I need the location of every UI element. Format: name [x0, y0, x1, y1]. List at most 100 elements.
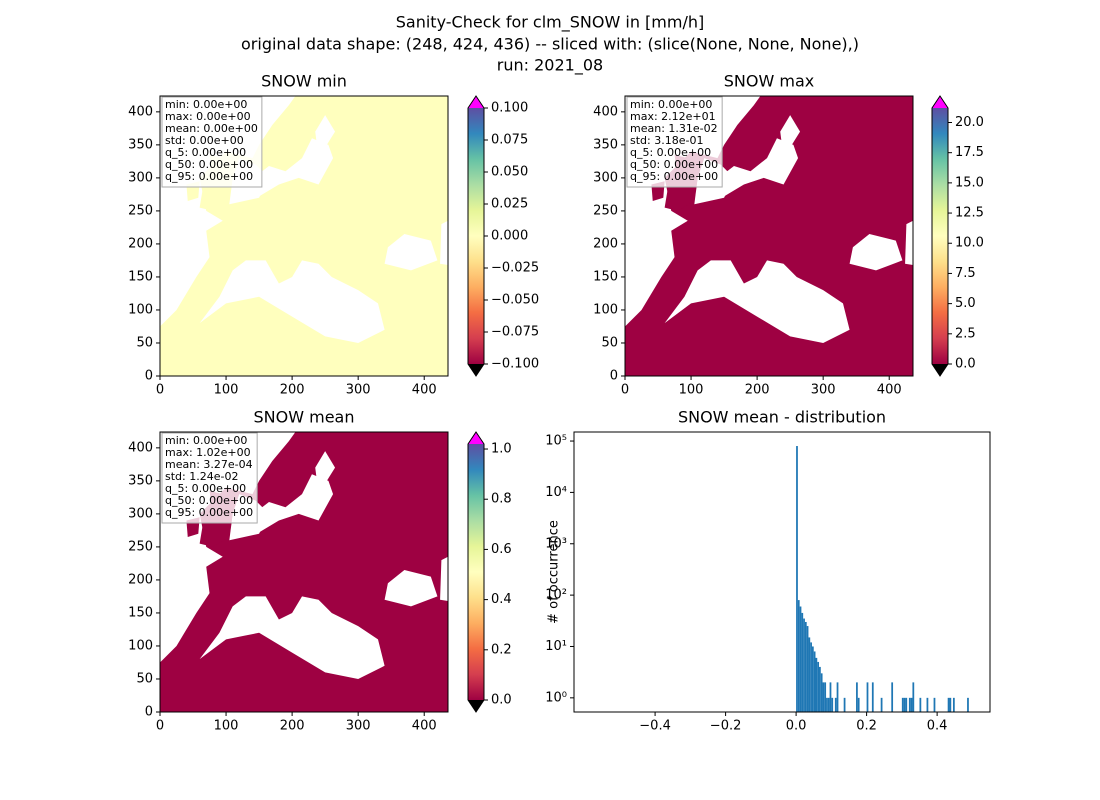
hist-bar [843, 697, 846, 712]
hist-bar [905, 697, 908, 712]
stats-line: q_95: 0.00e+00 [165, 506, 253, 519]
y-tick-label: 50 [136, 671, 153, 686]
colorbar-tick-label: 20.0 [955, 115, 984, 130]
x-tick-label: 0.2 [856, 719, 877, 734]
hist-bar [819, 666, 821, 712]
colorbar-tick-label: 0.075 [491, 133, 528, 148]
sea [257, 474, 334, 533]
y-tick-label: 0 [610, 369, 618, 384]
y-tick-label: 100 [593, 302, 618, 317]
y-tick-label: 200 [128, 572, 153, 587]
stats-line: std: 1.24e-02 [165, 470, 238, 483]
colorbar-tick-label: −0.100 [491, 357, 539, 372]
y-tick-label: 200 [593, 236, 618, 251]
y-tick-label: 10¹ [545, 639, 567, 654]
hist-bar [933, 697, 936, 712]
x-tick-label: 0.4 [927, 719, 948, 734]
hist-bar [857, 697, 860, 712]
sea [315, 451, 336, 495]
y-tick-label: 300 [128, 170, 153, 185]
sea [257, 138, 334, 197]
x-tick-label: 200 [745, 383, 770, 398]
y-tick-label: 10⁴ [545, 485, 567, 500]
x-tick-label: −0.4 [639, 719, 671, 734]
y-tick-label: 250 [593, 203, 618, 218]
x-tick-label: 0 [156, 719, 164, 734]
stats-box [161, 432, 258, 524]
x-tick-label: 0 [621, 383, 629, 398]
stats-line: max: 2.12e+01 [630, 110, 716, 123]
y-tick-label: 50 [136, 335, 153, 350]
y-tick-label: 350 [128, 137, 153, 152]
stats-line: q_5: 0.00e+00 [165, 146, 246, 159]
colorbar-tick-label: 1.0 [491, 442, 512, 457]
x-tick-label: 100 [214, 383, 239, 398]
y-tick-label: 150 [593, 269, 618, 284]
hist-bar [891, 682, 894, 712]
y-tick-label: 350 [593, 137, 618, 152]
stats-line: q_50: 0.00e+00 [165, 494, 253, 507]
hist-bar [910, 697, 913, 712]
colorbar-tick-label: 2.5 [955, 326, 976, 341]
hist-bar [912, 682, 915, 712]
colorbar-under [932, 364, 948, 376]
hist-bar [903, 697, 906, 712]
hist-bar [801, 612, 804, 712]
y-tick-label: 250 [128, 539, 153, 554]
stats-line: mean: 1.31e-02 [630, 122, 718, 135]
y-tick-label: 0 [145, 369, 153, 384]
x-tick-label: 200 [280, 719, 305, 734]
hist-bar [797, 600, 800, 712]
y-tick-label: 10⁰ [545, 690, 567, 705]
hist-bar [866, 682, 869, 712]
sea [664, 260, 850, 343]
y-tick-label: 0 [145, 705, 153, 720]
x-tick-label: 300 [346, 383, 371, 398]
sea [905, 220, 913, 266]
x-tick-label: −0.2 [710, 719, 742, 734]
hist-bar [856, 682, 858, 712]
colorbar-tick-label: 0.2 [491, 642, 512, 657]
sea [722, 138, 799, 197]
y-axis-label: # of occurrence [547, 520, 562, 624]
hist-bar [817, 661, 820, 712]
colorbar-over [932, 96, 948, 108]
x-tick-label: 200 [280, 383, 305, 398]
x-tick-label: 400 [412, 719, 437, 734]
stats-line: std: 3.18e-01 [630, 134, 703, 147]
y-tick-label: 300 [593, 170, 618, 185]
stats-line: q_50: 0.00e+00 [630, 158, 718, 171]
hist-bar [926, 697, 929, 712]
colorbar-tick-label: 0.8 [491, 492, 512, 507]
y-tick-label: 100 [128, 302, 153, 317]
y-tick-label: 200 [128, 236, 153, 251]
x-tick-label: 100 [679, 383, 704, 398]
hist-bar [949, 697, 952, 712]
sea [199, 260, 385, 343]
x-tick-label: 100 [214, 719, 239, 734]
x-tick-label: 300 [811, 383, 836, 398]
colorbar-tick-label: −0.050 [491, 293, 539, 308]
stats-box [626, 96, 723, 188]
x-tick-label: 400 [877, 383, 902, 398]
colorbar-tick-label: 0.6 [491, 542, 512, 557]
figure-title: Sanity-Check for clm_SNOW in [mm/h] [396, 13, 704, 33]
colorbar-over [468, 432, 484, 444]
stats-line: q_95: 0.00e+00 [630, 170, 718, 183]
hist-bar [919, 697, 922, 712]
hist-bar [871, 682, 874, 712]
y-tick-label: 350 [128, 473, 153, 488]
colorbar-tick-label: 7.5 [955, 266, 976, 281]
colorbar-tick-label: 0.100 [491, 101, 528, 116]
hist-bar [799, 606, 802, 712]
colorbar-under [468, 700, 484, 712]
hist-bar [947, 697, 950, 712]
stats-line: q_5: 0.00e+00 [165, 482, 246, 495]
colorbar [468, 108, 484, 364]
hist-bar [880, 697, 883, 712]
hist-bar [827, 697, 830, 712]
hist-bar [810, 642, 812, 712]
hist-bar [831, 697, 834, 712]
axes-frame [573, 431, 991, 713]
